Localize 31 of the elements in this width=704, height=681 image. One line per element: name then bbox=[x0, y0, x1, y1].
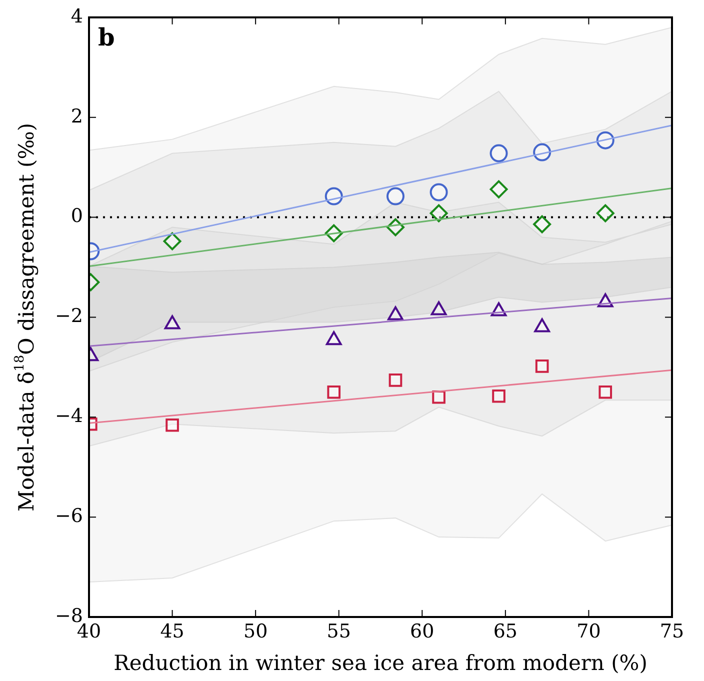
y-tick-label: 0 bbox=[70, 205, 83, 228]
point bbox=[430, 183, 448, 202]
point bbox=[327, 385, 341, 399]
point bbox=[533, 215, 552, 234]
x-axis-title: Reduction in winter sea ice area from modern (%) bbox=[114, 650, 648, 675]
point bbox=[490, 180, 508, 198]
point bbox=[596, 204, 614, 222]
x-tick-label: 70 bbox=[576, 620, 601, 642]
point bbox=[388, 374, 402, 387]
y-tick-label: −4 bbox=[54, 405, 83, 428]
y-tick-label: 2 bbox=[70, 105, 83, 128]
x-tick-label: 65 bbox=[493, 620, 518, 642]
point bbox=[163, 232, 182, 250]
point bbox=[386, 187, 404, 206]
x-tick-label: 45 bbox=[160, 620, 184, 642]
point bbox=[432, 390, 446, 404]
x-tick-label: 55 bbox=[326, 620, 351, 642]
x-tick-label: 75 bbox=[660, 620, 684, 642]
x-tick-label: 50 bbox=[243, 620, 268, 642]
point bbox=[535, 360, 549, 373]
y-tick-label: −2 bbox=[54, 305, 83, 328]
y-tick-label: −6 bbox=[54, 505, 83, 528]
point bbox=[430, 204, 448, 222]
point bbox=[492, 389, 506, 403]
y-axis-title: Model-data δ18O dissagreement (‰) bbox=[12, 122, 38, 512]
x-tick-label: 60 bbox=[410, 620, 434, 642]
y-tick-label: 4 bbox=[70, 5, 83, 28]
point bbox=[598, 385, 612, 399]
annotation: b bbox=[98, 22, 115, 52]
point bbox=[490, 144, 508, 162]
point bbox=[166, 418, 179, 432]
